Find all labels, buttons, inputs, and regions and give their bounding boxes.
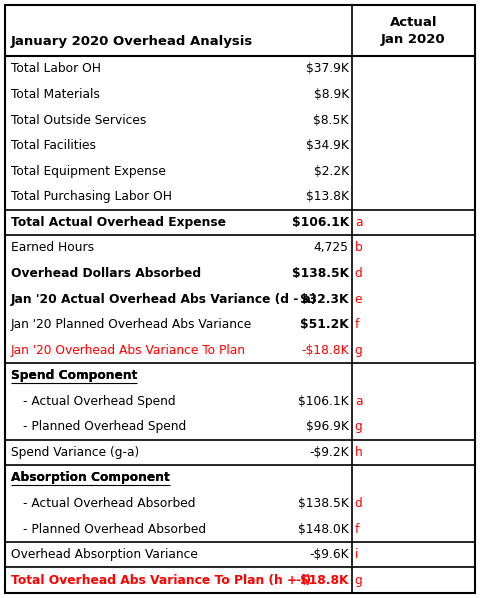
Text: d: d <box>355 267 362 280</box>
Text: - Actual Overhead Spend: - Actual Overhead Spend <box>23 395 176 408</box>
Text: d: d <box>355 497 362 510</box>
Text: - Planned Overhead Spend: - Planned Overhead Spend <box>23 420 186 434</box>
Text: $32.3K: $32.3K <box>300 292 349 306</box>
Text: Total Labor OH: Total Labor OH <box>11 62 101 75</box>
Text: h: h <box>355 446 362 459</box>
Text: $138.5K: $138.5K <box>292 267 349 280</box>
Text: Total Outside Services: Total Outside Services <box>11 114 146 127</box>
Text: Spend Component: Spend Component <box>11 369 137 382</box>
Text: $96.9K: $96.9K <box>306 420 349 434</box>
Text: Total Equipment Expense: Total Equipment Expense <box>11 164 166 178</box>
Text: $34.9K: $34.9K <box>306 139 349 152</box>
Text: $13.8K: $13.8K <box>306 190 349 203</box>
Text: $138.5K: $138.5K <box>298 497 349 510</box>
Text: Spend Component: Spend Component <box>11 369 137 382</box>
Text: $106.1K: $106.1K <box>292 216 349 229</box>
Text: $8.5K: $8.5K <box>313 114 349 127</box>
Text: Absorption Component: Absorption Component <box>11 471 170 484</box>
Text: Total Materials: Total Materials <box>11 88 100 101</box>
Text: Spend Variance (g-a): Spend Variance (g-a) <box>11 446 139 459</box>
Text: -$18.8K: -$18.8K <box>296 573 349 587</box>
Text: g: g <box>355 573 362 587</box>
Text: Jan '20 Actual Overhead Abs Variance (d - a): Jan '20 Actual Overhead Abs Variance (d … <box>11 292 317 306</box>
Text: e: e <box>355 292 362 306</box>
Text: Overhead Dollars Absorbed: Overhead Dollars Absorbed <box>11 267 201 280</box>
Text: Total Overhead Abs Variance To Plan (h + i): Total Overhead Abs Variance To Plan (h +… <box>11 573 311 587</box>
Text: $51.2K: $51.2K <box>300 318 349 331</box>
Text: $148.0K: $148.0K <box>298 523 349 536</box>
Text: Total Purchasing Labor OH: Total Purchasing Labor OH <box>11 190 172 203</box>
Text: a: a <box>355 395 362 408</box>
Text: $8.9K: $8.9K <box>313 88 349 101</box>
Text: Total Facilities: Total Facilities <box>11 139 96 152</box>
Text: g: g <box>355 344 362 356</box>
Text: -$9.6K: -$9.6K <box>309 548 349 561</box>
Text: i: i <box>355 548 358 561</box>
Text: g: g <box>355 420 362 434</box>
Text: - Actual Overhead Absorbed: - Actual Overhead Absorbed <box>23 497 195 510</box>
Text: a: a <box>355 216 362 229</box>
Text: Jan '20 Overhead Abs Variance To Plan: Jan '20 Overhead Abs Variance To Plan <box>11 344 246 356</box>
Text: January 2020 Overhead Analysis: January 2020 Overhead Analysis <box>11 35 253 48</box>
Text: f: f <box>355 318 359 331</box>
Text: Absorption Component: Absorption Component <box>11 471 170 484</box>
Text: Actual: Actual <box>390 16 437 29</box>
Text: - Planned Overhead Absorbed: - Planned Overhead Absorbed <box>23 523 206 536</box>
Text: Earned Hours: Earned Hours <box>11 242 94 254</box>
Text: f: f <box>355 523 359 536</box>
Text: $2.2K: $2.2K <box>314 164 349 178</box>
Text: Total Actual Overhead Expense: Total Actual Overhead Expense <box>11 216 226 229</box>
Text: Jan 2020: Jan 2020 <box>381 32 446 45</box>
Text: Overhead Absorption Variance: Overhead Absorption Variance <box>11 548 198 561</box>
Text: Jan '20 Planned Overhead Abs Variance: Jan '20 Planned Overhead Abs Variance <box>11 318 252 331</box>
Text: 4,725: 4,725 <box>314 242 349 254</box>
Text: -$18.8K: -$18.8K <box>301 344 349 356</box>
Text: $37.9K: $37.9K <box>306 62 349 75</box>
Text: b: b <box>355 242 362 254</box>
Text: -$9.2K: -$9.2K <box>309 446 349 459</box>
Text: $106.1K: $106.1K <box>298 395 349 408</box>
